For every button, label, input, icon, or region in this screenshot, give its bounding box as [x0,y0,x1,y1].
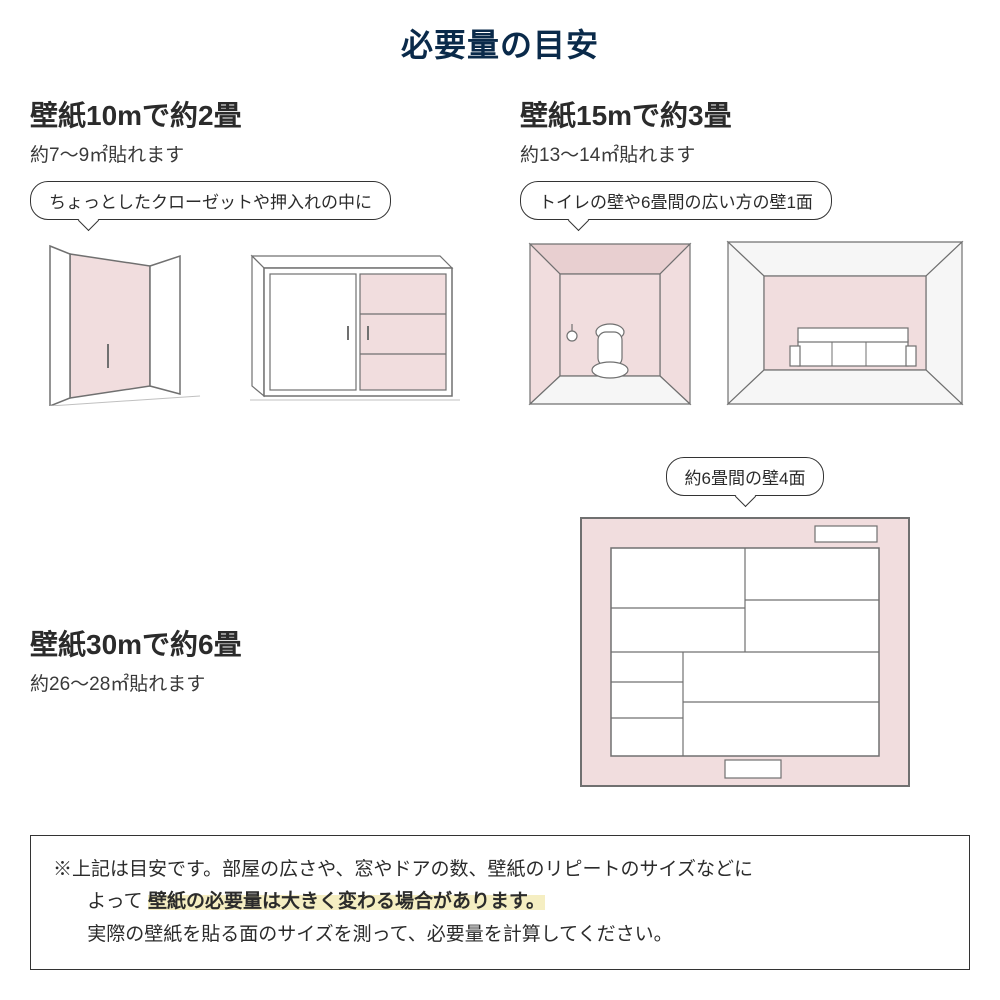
living-wall-icon [720,236,970,411]
note-box: ※上記は目安です。部屋の広さや、窓やドアの数、壁紙のリピートのサイズなどに よっ… [30,835,970,970]
cabinet-icon [240,236,460,406]
subtext-30m: 約26～28㎡貼れます [30,669,480,696]
illustrations-15m [520,236,970,411]
note-line-2: よって 壁紙の必要量は大きく変わる場合があります。 [53,886,947,918]
content-grid: 壁紙10mで約2畳 約7～9㎡貼れます ちょっとしたクローゼットや押入れの中に [30,94,970,817]
heading-10m: 壁紙10mで約2畳 [30,94,480,134]
closet-icon [30,236,220,406]
bubble-10m: ちょっとしたクローゼットや押入れの中に [30,181,391,220]
page: 必要量の目安 壁紙10mで約2畳 約7～9㎡貼れます ちょっとしたクローゼットや… [0,0,1000,1000]
note-line-1: ※上記は目安です。部屋の広さや、窓やドアの数、壁紙のリピートのサイズなどに [53,854,947,886]
main-title: 必要量の目安 [30,20,970,66]
note-highlight: 壁紙の必要量は大きく変わる場合があります。 [148,891,545,912]
section-15m: 壁紙15mで約3畳 約13～14㎡貼れます トイレの壁や6畳間の広い方の壁1面 [520,94,970,437]
note-line-3: 実際の壁紙を貼る面のサイズを測って、必要量を計算してください。 [53,919,947,951]
section-10m: 壁紙10mで約2畳 約7～9㎡貼れます ちょっとしたクローゼットや押入れの中に [30,94,480,437]
section-30m: 壁紙30mで約6畳 約26～28㎡貼れます [30,457,480,818]
heading-30m: 壁紙30mで約6畳 [30,623,480,663]
subtext-10m: 約7～9㎡貼れます [30,140,480,167]
section-6tatami: 約6畳間の壁4面 [520,457,970,818]
heading-15m: 壁紙15mで約3畳 [520,94,970,134]
floorplan-icon [575,512,915,792]
note-line2-prefix: よって [87,891,142,912]
illustrations-10m [30,236,480,406]
subtext-15m: 約13～14㎡貼れます [520,140,970,167]
toilet-room-icon [520,236,700,411]
bubble-6tatami: 約6畳間の壁4面 [666,457,825,496]
bubble-15m: トイレの壁や6畳間の広い方の壁1面 [520,181,832,220]
